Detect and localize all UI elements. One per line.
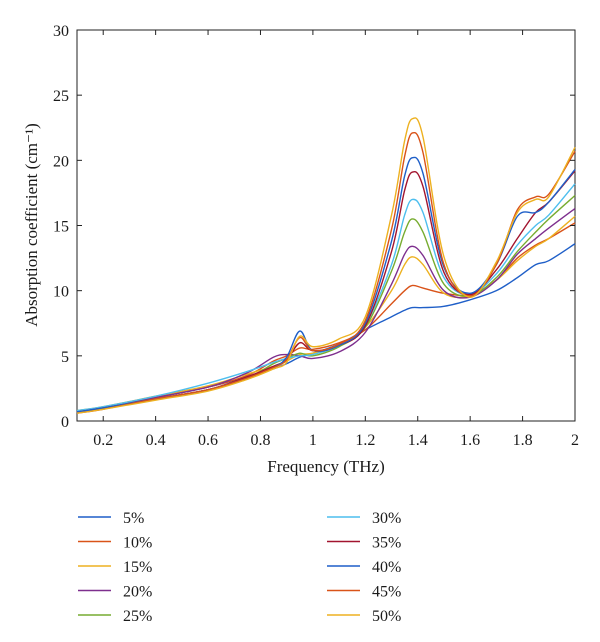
x-tick-label: 1.6 [460,432,480,449]
legend-label: 25% [123,608,152,625]
series-line-15-percent [76,215,576,412]
series-line-25-percent [76,194,576,413]
legend: 5% 10% 15% 20% 25% 30% 35% 40% 45% 50% [78,510,401,625]
y-tick-label: 20 [53,153,69,170]
series-line-35-percent [76,170,576,413]
y-tick-label: 0 [61,414,69,431]
legend-label: 20% [123,584,152,601]
y-tick-label: 15 [53,219,69,236]
legend-label: 5% [123,510,144,527]
legend-label: 30% [372,510,401,527]
x-tick-label: 2 [571,432,579,449]
y-tick-label: 25 [53,88,69,105]
series-lines [76,117,576,414]
series-line-30-percent [76,183,576,412]
series-line-50-percent [76,117,576,414]
x-tick-label: 1.8 [513,432,533,449]
plot-border [76,29,576,422]
legend-label: 35% [372,535,401,552]
legend-label: 50% [372,608,401,625]
y-tick-label: 30 [53,23,69,40]
x-tick-label: 1 [309,432,317,449]
x-tick-label: 0.2 [93,432,113,449]
x-tick-label: 1.4 [408,432,428,449]
y-axis-ticks: 0 5 10 15 20 25 30 [53,23,575,431]
x-axis-label: Frequency (THz) [267,457,385,476]
y-tick-label: 5 [61,349,69,366]
legend-label: 15% [123,559,152,576]
series-line-40-percent [76,156,576,413]
x-tick-label: 0.8 [250,432,270,449]
legend-label: 40% [372,559,401,576]
x-axis-ticks: 0.2 0.4 0.6 0.8 1 1.2 1.4 1.6 1.8 2 [93,30,579,449]
legend-label: 45% [372,584,401,601]
y-tick-label: 10 [53,284,69,301]
series-line-20-percent [76,207,576,413]
x-tick-label: 0.6 [198,432,218,449]
legend-label: 10% [123,535,152,552]
x-tick-label: 0.4 [146,432,166,449]
x-tick-label: 1.2 [355,432,375,449]
plot-frame [76,29,576,422]
y-axis-label: Absorption coefficient (cm⁻¹) [22,123,41,327]
series-line-10-percent [76,222,576,413]
